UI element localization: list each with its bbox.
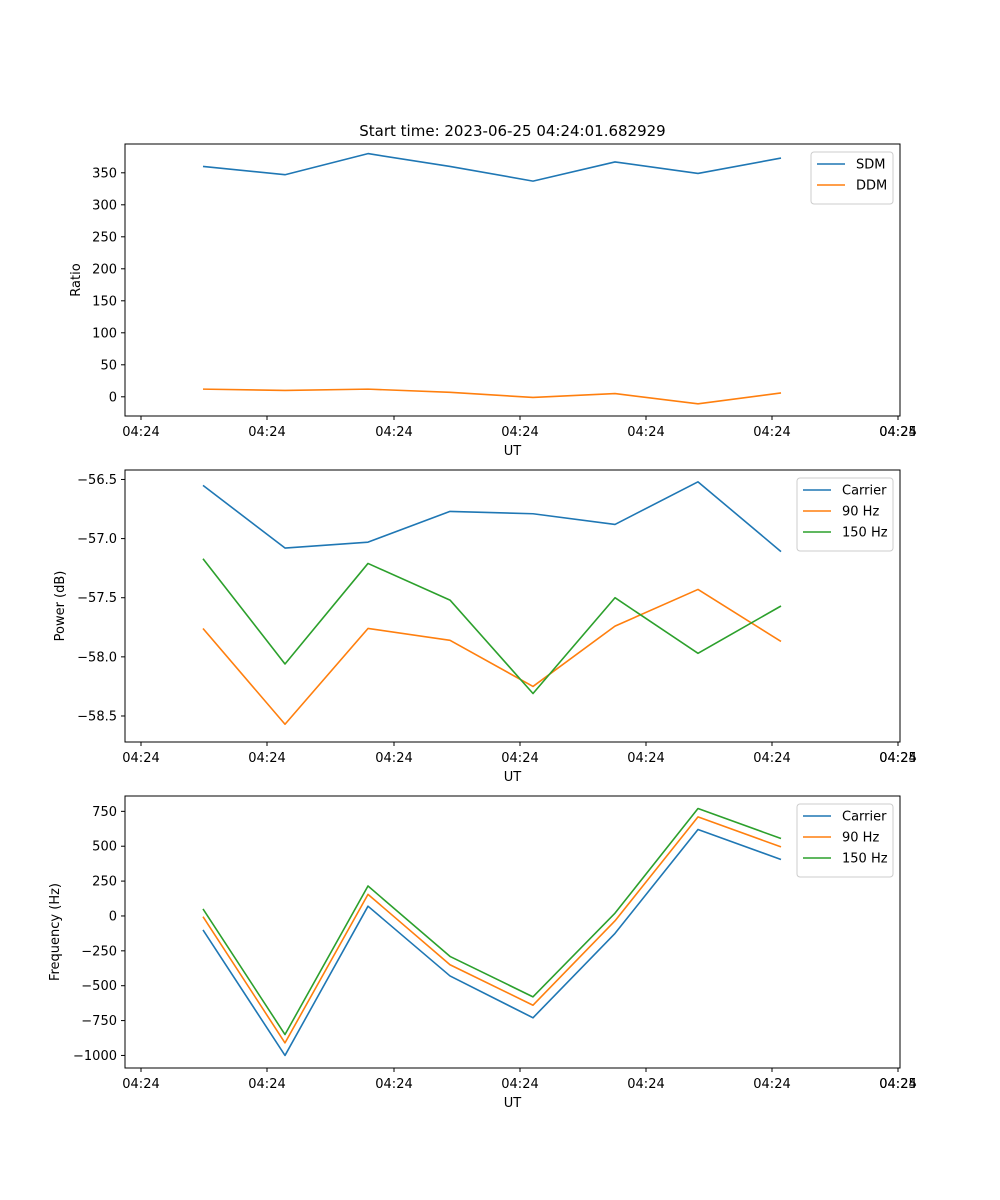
y-tick-label: 250 bbox=[92, 230, 117, 245]
y-tick-label: 500 bbox=[92, 840, 117, 855]
y-tick-label: 250 bbox=[92, 875, 117, 890]
chart-panel-2: 04:24 04:24 04:24 04:24 04:24 04:24 04:2404:25… bbox=[53, 469, 917, 785]
y-tick-label: 0 bbox=[109, 909, 117, 924]
series-line-ddm bbox=[202, 388, 782, 405]
x-tick-label: 04:24 bbox=[248, 425, 285, 440]
y-tick-label: −58.5 bbox=[77, 709, 117, 724]
legend-label: 90 Hz bbox=[842, 831, 879, 846]
x-tick-label: 04:24 bbox=[627, 1077, 664, 1092]
y-tick-label: −500 bbox=[81, 979, 117, 994]
y-axis-label: Ratio bbox=[69, 263, 84, 296]
x-tick-label: 04:24 bbox=[122, 751, 159, 766]
chart-panel-1: Start time: 2023-06-25 04:24:01.682929 04… bbox=[69, 122, 917, 459]
legend-label: Carrier bbox=[842, 484, 887, 499]
legend-label: DDM bbox=[856, 179, 887, 194]
series-line-150-hz bbox=[202, 807, 782, 1036]
series-line-sdm bbox=[202, 152, 782, 182]
legend-label: 150 Hz bbox=[842, 852, 888, 867]
legend-label: 90 Hz bbox=[842, 505, 879, 520]
legend-box bbox=[810, 151, 894, 205]
legend-label: SDM bbox=[856, 158, 885, 173]
x-axis-label: UT bbox=[504, 1096, 522, 1111]
y-tick-label: 200 bbox=[92, 262, 117, 277]
x-tick-label: 04:24 bbox=[375, 751, 412, 766]
legend-label: 150 Hz bbox=[842, 526, 888, 541]
x-tick-label: 04:24 bbox=[753, 425, 790, 440]
x-tick-label: 04:24 bbox=[753, 751, 790, 766]
y-tick-label: 750 bbox=[92, 805, 117, 820]
y-tick-label: −750 bbox=[81, 1014, 117, 1029]
y-tick-label: 300 bbox=[92, 198, 117, 213]
x-tick-label: 04:24 bbox=[753, 1077, 790, 1092]
y-axis-label: Power (dB) bbox=[53, 571, 68, 642]
legend: Carrier 90 Hz 150 Hz bbox=[796, 477, 894, 552]
y-tick-label: 150 bbox=[92, 294, 117, 309]
x-axis-label: UT bbox=[504, 770, 522, 785]
x-tick-label: 04:24 bbox=[248, 751, 285, 766]
y-tick-label: 0 bbox=[109, 390, 117, 405]
y-tick-label: 350 bbox=[92, 166, 117, 181]
x-tick-label: 04:24 bbox=[375, 1077, 412, 1092]
chart-panel-3: 04:24 04:24 04:24 04:24 04:24 04:24 04:2404:25… bbox=[48, 795, 917, 1111]
series-line-90-hz bbox=[202, 588, 782, 726]
y-tick-label: −250 bbox=[81, 944, 117, 959]
x-tick-label: 04:24 bbox=[122, 1077, 159, 1092]
x-tick-label: 04:24 bbox=[879, 425, 916, 440]
legend: Carrier 90 Hz 150 Hz bbox=[796, 803, 894, 878]
y-tick-label: −1000 bbox=[73, 1049, 117, 1064]
y-tick-label: −57.5 bbox=[77, 591, 117, 606]
x-tick-label: 04:24 bbox=[879, 1077, 916, 1092]
series-line-carrier bbox=[202, 481, 782, 553]
x-tick-label: 04:24 bbox=[248, 1077, 285, 1092]
series-line-150-hz bbox=[202, 558, 782, 695]
series-line-90-hz bbox=[202, 816, 782, 1044]
series-line-carrier bbox=[202, 828, 782, 1057]
x-tick-label: 04:24 bbox=[627, 425, 664, 440]
y-tick-label: 50 bbox=[100, 358, 117, 373]
y-tick-label: −56.5 bbox=[77, 473, 117, 488]
x-tick-label: 04:25 bbox=[879, 1077, 916, 1092]
x-tick-label: 04:24 bbox=[627, 751, 664, 766]
x-tick-label: 04:24 bbox=[122, 425, 159, 440]
x-tick-label: 04:25 bbox=[879, 751, 916, 766]
x-tick-label: 04:24 bbox=[501, 1077, 538, 1092]
x-tick-label: 04:24 bbox=[375, 425, 412, 440]
x-tick-label: 04:24 bbox=[501, 751, 538, 766]
y-tick-label: −58.0 bbox=[77, 650, 117, 665]
chart-title: Start time: 2023-06-25 04:24:01.682929 bbox=[359, 122, 665, 140]
plot-frame bbox=[124, 143, 901, 417]
x-tick-label: 04:24 bbox=[879, 751, 916, 766]
x-tick-label: 04:24 bbox=[501, 425, 538, 440]
y-tick-label: −57.0 bbox=[77, 532, 117, 547]
plot-frame bbox=[124, 795, 901, 1069]
legend-label: Carrier bbox=[842, 810, 887, 825]
x-axis-label: UT bbox=[504, 444, 522, 459]
x-tick-label: 04:25 bbox=[879, 425, 916, 440]
y-axis-label: Frequency (Hz) bbox=[48, 883, 63, 981]
y-tick-label: 100 bbox=[92, 326, 117, 341]
legend: SDM DDM bbox=[810, 151, 894, 205]
plot-frame bbox=[124, 469, 901, 743]
